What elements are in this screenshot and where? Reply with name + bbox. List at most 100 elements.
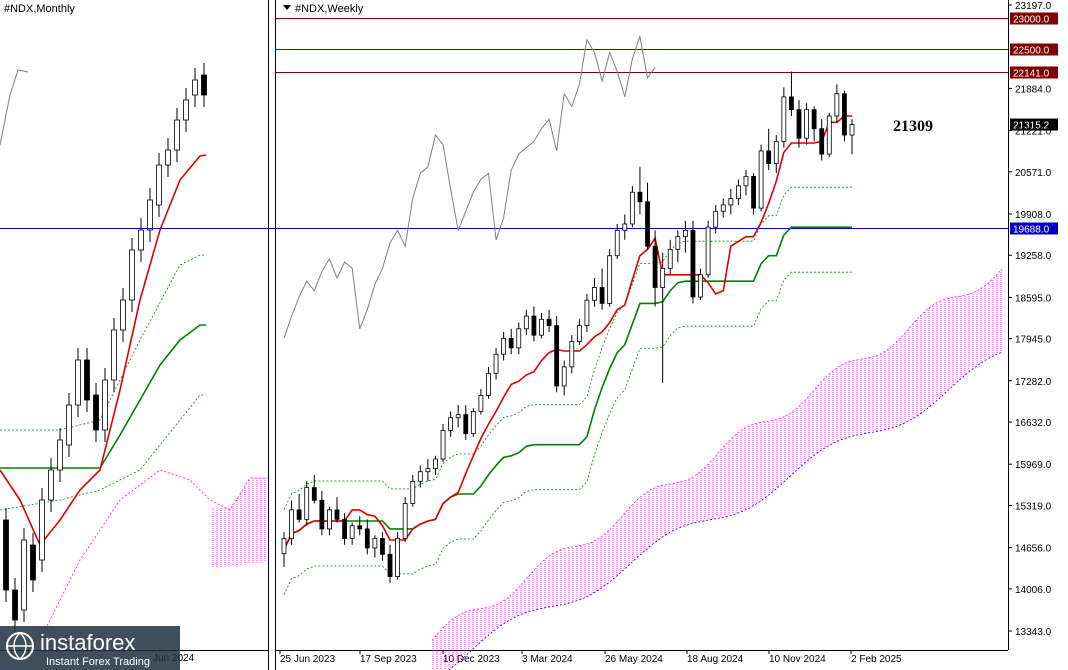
candle-body	[493, 353, 499, 374]
monthly-kumo-cloud	[212, 478, 268, 568]
candle-body	[842, 93, 847, 136]
candle-body	[554, 325, 560, 387]
y-tick-label: 17945.0	[1015, 335, 1052, 346]
y-tick-label: 18595.0	[1015, 293, 1052, 304]
candle-body	[629, 191, 635, 225]
candle-body	[372, 538, 378, 549]
weekly-lower-dotted-line	[283, 271, 852, 595]
candle-body	[523, 315, 529, 330]
monthly-candle-body	[57, 439, 63, 471]
level-tag-22500.0	[1010, 43, 1058, 56]
monthly-candle-body	[21, 539, 27, 611]
candle-body	[819, 128, 825, 155]
monthly-lower-dotted-line	[0, 394, 206, 511]
candle-body	[773, 140, 779, 165]
candle-body	[486, 372, 491, 396]
candle-body	[614, 229, 620, 257]
weekly-kijun-line	[283, 226, 852, 550]
candle-body	[826, 115, 832, 155]
weekly-kumo-cloud	[432, 268, 1002, 670]
candle-body	[546, 318, 552, 327]
x-tick-label: 26 May 2024	[605, 654, 663, 665]
candle-body	[531, 315, 537, 336]
x-tick-label: 2 Feb 2025	[851, 654, 902, 665]
monthly-candle-body	[174, 119, 180, 151]
candle-body	[576, 325, 582, 342]
candle-body	[319, 499, 325, 530]
y-tick-label: 21221.0	[1015, 127, 1052, 138]
candle-body	[516, 328, 522, 349]
weekly-chart-title: #NDX,Weekly	[295, 3, 364, 15]
candle-body	[296, 509, 302, 520]
candle-body	[599, 287, 605, 304]
monthly-candle-body	[75, 359, 81, 406]
dropdown-triangle-icon[interactable]	[283, 5, 291, 10]
instaforex-logo: instaforex Instant Forex Trading	[0, 626, 180, 670]
candle-body	[713, 210, 719, 228]
candle-body	[637, 191, 643, 203]
y-tick-label: 23197.0	[1015, 1, 1052, 12]
x-tick-label: 17 Sep 2023	[360, 654, 417, 665]
candle-body	[728, 198, 734, 206]
candle-body	[395, 538, 401, 577]
weekly-senkou-b	[448, 351, 1003, 670]
candle-body	[281, 538, 287, 555]
monthly-candle-body	[93, 394, 99, 431]
level-tag-text: 19688.0	[1013, 225, 1050, 236]
candle-body	[455, 414, 461, 419]
logo-tagline: Instant Forex Trading	[46, 656, 150, 668]
candle-body	[796, 109, 802, 139]
y-tick-label: 20571.0	[1015, 168, 1052, 179]
x-tick-label: 18 Aug 2024	[687, 654, 744, 665]
logo-brand: instaforex	[40, 630, 135, 655]
y-tick-label: 17282.0	[1015, 377, 1052, 388]
monthly-candle-body	[48, 469, 54, 501]
candle-body	[402, 503, 408, 539]
monthly-candle-body	[165, 149, 171, 166]
monthly-candle-body	[201, 74, 207, 96]
candle-body	[789, 96, 794, 111]
monthly-candle-body	[192, 79, 198, 96]
candle-body	[334, 509, 340, 520]
monthly-candle-body	[138, 229, 144, 251]
monthly-candle-body	[129, 249, 135, 301]
y-tick-label: 19908.0	[1015, 210, 1052, 221]
monthly-chikou-line	[0, 69, 29, 146]
x-tick-label: 10 Nov 2024	[769, 654, 826, 665]
candle-body	[592, 287, 597, 301]
candle-body	[569, 341, 575, 368]
candle-body	[327, 509, 332, 530]
candle-body	[751, 175, 756, 209]
candle-body	[682, 229, 688, 238]
level-tag-text: 23000.0	[1013, 15, 1050, 26]
y-tick-label: 14006.0	[1015, 585, 1052, 596]
monthly-candle-body	[147, 199, 153, 231]
candle-body	[470, 410, 476, 435]
y-tick-label: 13343.0	[1015, 627, 1052, 638]
candle-body	[705, 226, 711, 276]
weekly-chikou-line	[283, 34, 656, 339]
candle-body	[766, 150, 772, 165]
candle-body	[440, 430, 446, 460]
y-tick-label: 16632.0	[1015, 418, 1052, 429]
monthly-chart-title: #NDX,Monthly	[4, 3, 75, 15]
monthly-candle-body	[12, 589, 18, 621]
candle-body	[387, 553, 393, 577]
candle-body	[380, 538, 385, 555]
candle-body	[364, 528, 370, 549]
level-tag-22141.0	[1010, 66, 1058, 79]
price-annotation: 21309	[893, 118, 933, 135]
candle-body	[736, 185, 741, 199]
monthly-tenkan-line	[0, 154, 207, 547]
candle-body	[410, 480, 416, 504]
monthly-candle-body	[3, 519, 9, 591]
y-tick-label: 15969.0	[1015, 460, 1052, 471]
candle-body	[508, 337, 514, 349]
candle-body	[698, 274, 703, 298]
candle-body	[304, 487, 310, 520]
candle-body	[834, 93, 840, 117]
candle-body	[804, 109, 809, 139]
candle-body	[743, 175, 749, 187]
candle-body	[758, 150, 764, 209]
